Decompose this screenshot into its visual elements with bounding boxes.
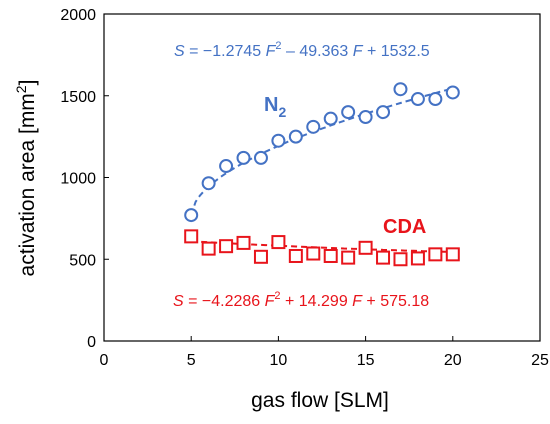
x-tick-label: 0 — [100, 352, 109, 369]
data-point-n2 — [393, 82, 408, 97]
data-point-cda — [323, 248, 338, 263]
data-point-cda — [184, 229, 199, 244]
data-point-cda — [236, 235, 251, 250]
series-label-cda: CDA — [383, 216, 426, 238]
data-point-n2 — [341, 105, 356, 120]
data-point-n2 — [236, 150, 251, 165]
fit-line-cda — [191, 240, 453, 253]
equation-cda: S = −4.2286 F2 + 14.299 F + 575.18 — [173, 290, 429, 310]
y-tick-label: 0 — [87, 334, 96, 351]
data-point-n2 — [253, 150, 268, 165]
axes — [103, 13, 541, 342]
data-point-n2 — [184, 208, 199, 223]
data-point-cda — [341, 250, 356, 265]
data-point-n2 — [271, 133, 286, 148]
data-point-n2 — [445, 85, 460, 100]
plot-frame — [103, 13, 541, 342]
x-tick-label: 5 — [187, 352, 196, 369]
data-point-n2 — [358, 110, 373, 125]
data-point-cda — [428, 247, 443, 262]
y-tick-label: 1000 — [60, 171, 96, 188]
data-point-cda — [271, 235, 286, 250]
series-label-n2: N2 — [264, 94, 286, 120]
data-point-cda — [306, 246, 321, 261]
x-tick-label: 10 — [270, 352, 288, 369]
data-point-cda — [376, 250, 391, 265]
equation-n2: S = −1.2745 F2 – 49.363 F + 1532.5 — [174, 40, 430, 60]
x-tick-label: 20 — [444, 352, 462, 369]
data-point-cda — [219, 239, 234, 254]
data-point-n2 — [288, 129, 303, 144]
fit-line-n2 — [190, 87, 454, 216]
y-tick-label: 2000 — [60, 7, 96, 24]
data-point-n2 — [323, 111, 338, 126]
data-point-n2 — [201, 176, 216, 191]
data-point-cda — [201, 241, 216, 256]
data-point-cda — [288, 248, 303, 263]
fit-lines — [190, 87, 454, 253]
data-point-cda — [253, 249, 268, 264]
y-tick-label: 500 — [69, 252, 96, 269]
data-point-cda — [445, 247, 460, 262]
data-point-cda — [393, 252, 408, 267]
data-point-n2 — [428, 92, 443, 107]
ticks: 0 5 10 15 20 25 0 500 1000 1500 2000 — [60, 7, 549, 369]
data-point-n2 — [306, 119, 321, 134]
x-axis-title: gas flow [SLM] — [251, 389, 389, 412]
data-point-cda — [410, 251, 425, 266]
y-tick-label: 1500 — [60, 89, 96, 106]
y-axis-title: activation area [mm2] — [13, 80, 39, 277]
data-markers — [184, 82, 460, 267]
x-tick-label: 25 — [531, 352, 549, 369]
data-point-n2 — [410, 92, 425, 107]
data-point-cda — [358, 240, 373, 255]
x-tick-label: 15 — [357, 352, 375, 369]
data-point-n2 — [219, 159, 234, 174]
data-point-n2 — [376, 105, 391, 120]
